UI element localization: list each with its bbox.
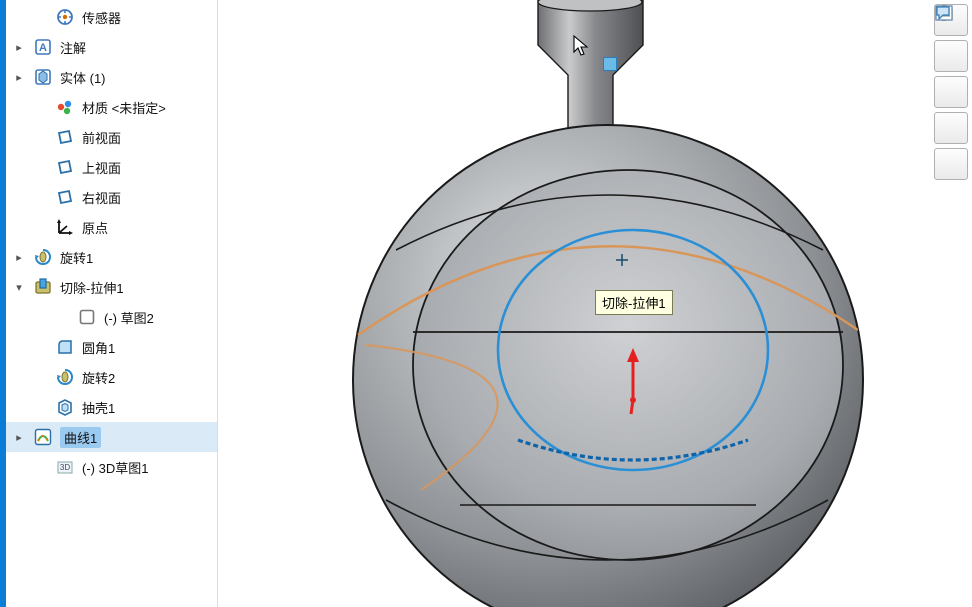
tree-item-label: 原点 [82,218,108,237]
tree-item-revolve-12[interactable]: 旋转2 [6,362,217,392]
revolve-icon [32,246,54,268]
tree-item-label: 右视面 [82,188,121,207]
tree-item-plane-6[interactable]: 右视面 [6,182,217,212]
tree-item-label: 旋转1 [60,248,93,267]
tree-item-plane-5[interactable]: 上视面 [6,152,217,182]
annot-icon: A [32,36,54,58]
feature-tree: 传感器 ▸ A 注解 ▸ 实体 (1) 材质 <未指定> 前视面上视面右视面原点 ▸ 旋转1 ▾ 切除… [6,0,218,607]
sensor-icon [54,6,76,28]
tree-caret[interactable]: ▸ [12,71,26,84]
fillet-icon [54,336,76,358]
tree-item-label: 曲线1 [60,427,101,448]
list-button[interactable] [934,112,968,144]
tree-item-plane-4[interactable]: 前视面 [6,122,217,152]
svg-text:A: A [39,42,47,54]
tree-item-label: (-) 3D草图1 [82,458,148,477]
tree-item-label: 上视面 [82,158,121,177]
origin-icon [54,216,76,238]
tooltip-text: 切除-拉伸1 [602,296,666,311]
material-icon [54,96,76,118]
tree-item-revolve-8[interactable]: ▸ 旋转1 [6,242,217,272]
tree-caret[interactable]: ▸ [12,41,26,54]
sketch-icon [76,306,98,328]
color-button[interactable] [934,76,968,108]
plane-icon [54,186,76,208]
tree-item-cut-9[interactable]: ▾ 切除-拉伸1 [6,272,217,302]
plane-icon [54,156,76,178]
tree-item-shell-13[interactable]: 抽壳1 [6,392,217,422]
tree-item-fillet-11[interactable]: 圆角1 [6,332,217,362]
tree-item-label: 实体 (1) [60,68,106,87]
sketch3d-icon: 3D [54,456,76,478]
selection-handle[interactable] [603,57,617,71]
shell-icon [54,396,76,418]
tree-item-curve-14[interactable]: ▸ 曲线1 [6,422,217,452]
revolve-icon [54,366,76,388]
tree-item-label: 抽壳1 [82,398,115,417]
cut-icon [32,276,54,298]
solid-icon [32,66,54,88]
svg-text:3D: 3D [60,463,70,472]
tree-item-label: 前视面 [82,128,121,147]
tree-item-material-3[interactable]: 材质 <未指定> [6,92,217,122]
tree-item-solid-2[interactable]: ▸ 实体 (1) [6,62,217,92]
tree-item-origin-7[interactable]: 原点 [6,212,217,242]
tree-item-label: 材质 <未指定> [82,98,166,117]
tree-item-label: (-) 草图2 [104,308,154,327]
tree-item-label: 旋转2 [82,368,115,387]
curve-icon [32,426,54,448]
tree-caret[interactable]: ▸ [12,251,26,264]
tree-item-sketch3d-15[interactable]: 3D (-) 3D草图1 [6,452,217,482]
feedback-button[interactable] [934,148,968,180]
tree-item-label: 切除-拉伸1 [60,278,124,297]
tree-caret[interactable]: ▾ [12,281,26,294]
model-cut-face [413,170,843,560]
tree-item-sensor-0[interactable]: 传感器 [6,2,217,32]
viewport-3d[interactable]: 切除-拉伸1 [218,0,972,607]
tree-item-sketch-10[interactable]: (-) 草图2 [6,302,217,332]
tree-item-annot-1[interactable]: ▸ A 注解 [6,32,217,62]
tree-item-label: 传感器 [82,8,121,27]
hover-tooltip: 切除-拉伸1 [595,290,673,315]
tree-caret[interactable]: ▸ [12,431,26,444]
tree-item-label: 圆角1 [82,338,115,357]
plane-icon [54,126,76,148]
right-toolbar [934,4,970,180]
appearance-button[interactable] [934,40,968,72]
tree-item-label: 注解 [60,38,86,57]
